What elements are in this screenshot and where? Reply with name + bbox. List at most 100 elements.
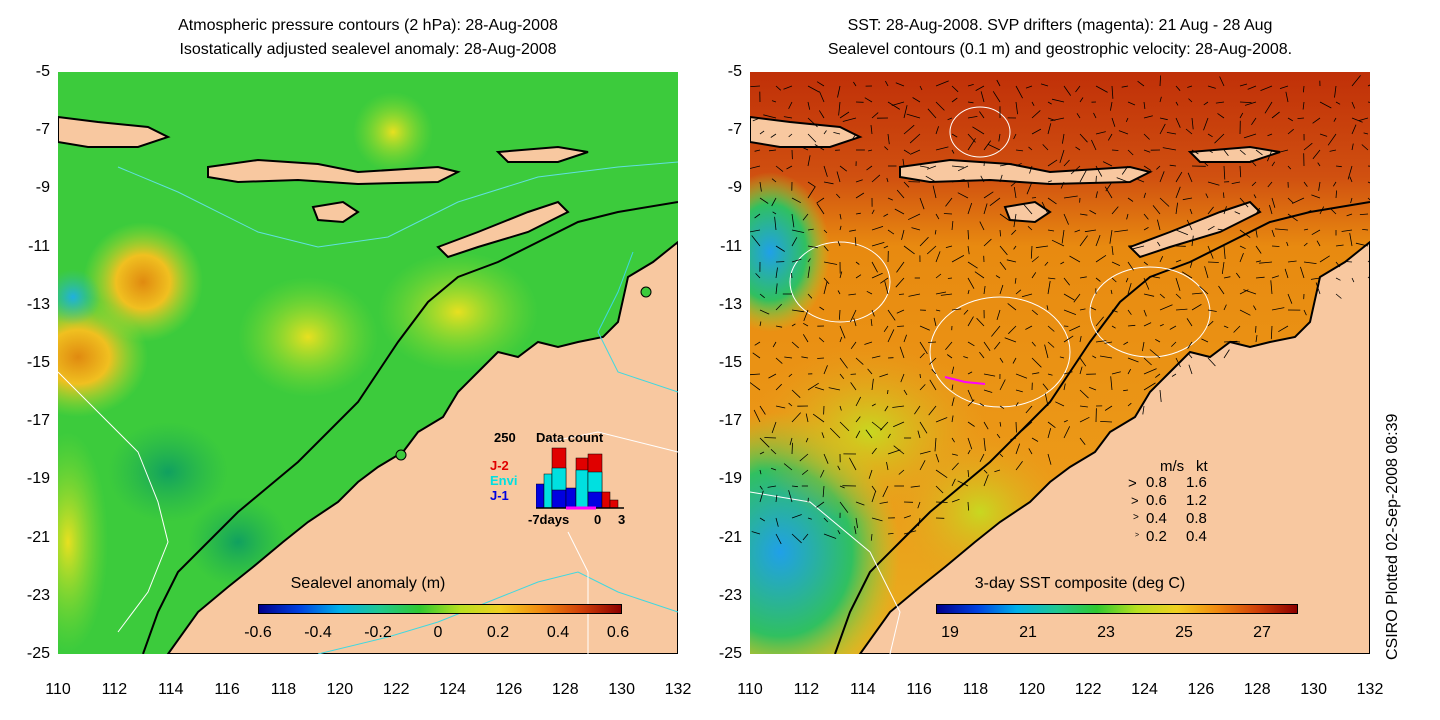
velocity-vector: [1207, 320, 1214, 327]
velocity-vector: [919, 384, 926, 391]
velocity-vector: [1015, 402, 1019, 407]
velocity-vector: [1123, 341, 1129, 345]
velocity-vector: [839, 213, 842, 220]
velocity-vector: [1207, 149, 1213, 154]
velocity-vector: [822, 485, 825, 498]
velocity-vector: [887, 329, 895, 343]
velocity-vector: [1149, 349, 1161, 359]
velocity-vector: [1021, 293, 1033, 298]
y-tick-label: -23: [26, 586, 50, 604]
velocity-vector: [775, 267, 778, 279]
velocity-vector: [928, 405, 937, 416]
velocity-vector: [1111, 206, 1119, 215]
velocity-vector: [871, 174, 881, 183]
velocity-vector: [1157, 241, 1161, 247]
velocity-vector: [871, 261, 878, 273]
velocity-vector: [1175, 308, 1188, 311]
velocity-vector: [898, 293, 905, 295]
velocity-vector: [775, 533, 782, 545]
velocity-vector: [807, 517, 812, 520]
velocity-vector: [791, 229, 805, 233]
velocity-vector: [951, 453, 958, 456]
velocity-vector: [979, 111, 985, 119]
y-tick-label: -5: [35, 63, 50, 80]
velocity-vector: [1063, 195, 1078, 199]
velocity-vector: [1159, 171, 1165, 183]
velocity-vector: [1292, 197, 1305, 204]
velocity-vector: [775, 517, 779, 527]
velocity-vector: [823, 181, 834, 185]
velocity-vector: [951, 498, 960, 503]
colorbar-tick: -0.4: [304, 624, 332, 641]
velocity-vector: [1010, 181, 1017, 187]
geostrophic-velocity-vectors: [750, 75, 1370, 545]
x-tick-label: 110: [737, 681, 763, 698]
velocity-vector: [1079, 169, 1087, 183]
velocity-vector: [855, 192, 865, 199]
velocity-vector: [839, 165, 848, 172]
velocity-vector: [1031, 309, 1038, 316]
velocity-vector: [1060, 261, 1065, 265]
velocity-vector: [823, 229, 828, 234]
velocity-vector: [1104, 186, 1113, 199]
velocity-vector: [1166, 132, 1177, 135]
velocity-vector: [1247, 85, 1257, 90]
velocity-vector: [892, 405, 905, 408]
velocity-vector: [1329, 149, 1337, 152]
velocity-vector: [996, 309, 1001, 321]
velocity-vector: [1012, 357, 1017, 364]
velocity-vector: [1046, 305, 1049, 311]
inset-xlabel-left: -7days: [528, 512, 570, 527]
velocity-vector: [1191, 149, 1199, 155]
velocity-vector: [967, 101, 974, 104]
velocity-vector: [1255, 245, 1262, 254]
velocity-vector: [1341, 229, 1353, 232]
velocity-vector: [775, 494, 778, 503]
velocity-vector: [1351, 75, 1361, 87]
velocity-vector: [807, 258, 811, 263]
velocity-vector: [1303, 228, 1309, 231]
velocity-vector: [1303, 309, 1307, 316]
velocity-vector: [1155, 339, 1161, 343]
velocity-vector: [791, 237, 798, 247]
velocity-vector: [1287, 117, 1294, 122]
velocity-vector: [1218, 285, 1225, 295]
y-tick-label: -19: [718, 470, 742, 488]
velocity-vector: [1333, 117, 1337, 122]
pressure-contour: [117, 161, 678, 248]
velocity-vector: [919, 460, 926, 471]
x-tick-label: 116: [214, 681, 240, 698]
velocity-vector: [983, 203, 988, 215]
right-title-line1: SST: 28-Aug-2008. SVP drifters (magenta)…: [847, 17, 1273, 34]
velocity-vector: [871, 309, 875, 317]
velocity-vector: [1042, 383, 1049, 391]
velocity-vector: [935, 273, 942, 279]
velocity-vector: [1125, 277, 1129, 283]
pressure-contour: [567, 531, 589, 654]
velocity-vector: [945, 197, 953, 207]
colorbar-label: Sealevel anomaly (m): [290, 575, 446, 592]
velocity-vector: [775, 165, 784, 172]
velocity-vector: [836, 171, 841, 183]
velocity-vector: [1143, 213, 1149, 220]
velocity-vector: [791, 389, 801, 398]
velocity-vector: [896, 189, 905, 199]
anomaly-blob: [353, 92, 433, 172]
x-tick-label: 118: [270, 681, 297, 698]
velocity-vector: [823, 261, 838, 265]
velocity-vector: [967, 245, 970, 255]
velocity-vector: [967, 277, 975, 289]
velocity-vector: [886, 461, 889, 471]
velocity-vector: [919, 197, 925, 210]
velocity-vector: [1317, 162, 1321, 167]
velocity-vector: [1095, 131, 1106, 135]
velocity-vector: [1159, 75, 1161, 87]
velocity-vector: [1143, 293, 1155, 297]
velocity-vector: [1191, 304, 1202, 311]
velocity-vector: [983, 421, 989, 430]
velocity-vector: [951, 97, 958, 103]
velocity-vector: [823, 281, 828, 295]
velocity-vector: [1059, 356, 1065, 359]
velocity-vector: [837, 241, 841, 247]
velocity-vector: [833, 132, 841, 135]
